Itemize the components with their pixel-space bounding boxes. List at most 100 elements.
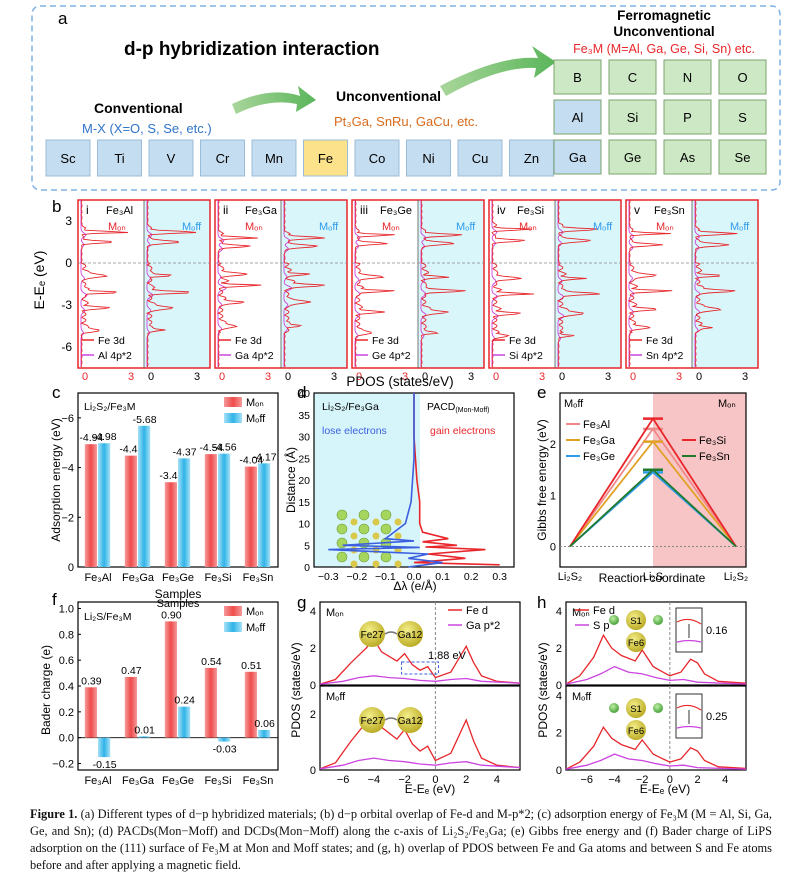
panel-f: f Li₂S/Fe₃M −0.2 0.0 0.2 0.4 0.6 0.8 1.0 0.39 -0… — [39, 590, 279, 787]
unconventional-heading: Unconventional — [336, 88, 441, 104]
panel-e-letter: e — [537, 383, 546, 402]
legend-label: Fe₃Si — [699, 435, 726, 447]
x-tick-3b: 3 — [194, 371, 200, 383]
roman-label: i — [86, 203, 89, 217]
x-tick-0b: 0 — [559, 371, 565, 383]
element-box-ni — [406, 139, 451, 177]
atom-sphere — [394, 560, 402, 568]
y-tick: 0 — [68, 562, 74, 574]
grid-label-al: Al — [572, 110, 584, 125]
legend-fe: Fe d — [466, 605, 488, 617]
bar-label: 0.24 — [174, 695, 195, 707]
roman-label: iii — [360, 203, 368, 217]
y-tick: 0 — [556, 680, 562, 692]
moff-region — [418, 200, 484, 368]
legend-fe: Fe 3d — [646, 335, 673, 347]
panel-d-gain: gain electrons — [430, 425, 495, 437]
category-label: Fe₃Si — [204, 572, 231, 584]
legend-p: Sn 4p*2 — [646, 350, 684, 362]
legend-swatch — [224, 622, 242, 632]
pdos-frame-top — [565, 601, 747, 686]
panel-g: g 0 2 4 Mₒₙ 0 2 Mₒff −6 −4 −2 0 2 4 Fe d Ga p*2 Fe27 Ga1… — [289, 593, 521, 796]
grid-box-b — [553, 59, 602, 95]
fe-3d-curve — [216, 199, 262, 368]
mon-label: Mₒₙ — [108, 221, 126, 233]
bar-label: -4.56 — [213, 442, 237, 454]
bar-label: 0.90 — [161, 609, 182, 621]
bar-label: -4.98 — [93, 431, 117, 443]
moff-label: Mₒff — [564, 398, 584, 410]
bar-label: -5.68 — [133, 414, 157, 426]
category-label: Fe₃Al — [84, 775, 111, 787]
mon-label: Mₒₙ — [572, 607, 590, 619]
category-label: Fe₃Sn — [243, 572, 274, 584]
fe-3d-curve — [420, 199, 466, 368]
panel-c-letter: c — [52, 383, 61, 402]
pdos-frame-bottom — [319, 685, 521, 771]
y-tick: 0.0 — [59, 733, 74, 745]
y-tick: −2 — [61, 512, 74, 524]
pdos-subpanel-i: i Fe₃Al Mₒₙ Mₒff Fe 3d Al 4p*2 0 3 0 3 — [77, 199, 211, 383]
mon-label: Mₒₙ — [382, 221, 400, 233]
x-tick: 0.2 — [464, 571, 479, 583]
roman-label: ii — [223, 203, 228, 217]
moff-label: Mₒff — [182, 221, 202, 233]
fe-3d-curve — [491, 199, 534, 368]
caption-text: (a) Different types of d−p hybridized ma… — [30, 807, 773, 872]
panel-b-letter: b — [52, 197, 61, 216]
element-label-co: Co — [369, 151, 386, 166]
y-tick: 2 — [556, 643, 562, 655]
bar-mon — [244, 671, 257, 738]
atom-sphere — [372, 518, 380, 526]
p-curve-top — [565, 665, 747, 685]
y-tick: 30 — [298, 432, 310, 444]
x-tick: 0.0 — [407, 571, 422, 583]
atom-sphere — [380, 551, 392, 563]
bar-mon — [164, 482, 177, 567]
x-tick-0b: 0 — [422, 371, 428, 383]
pdos-frame-bottom — [565, 685, 747, 771]
grid-box-n — [663, 59, 712, 95]
chart-g-xlabel: E-Eₑ (eV) — [405, 782, 455, 796]
fe-atom-top — [626, 632, 646, 652]
legend-fe: Fe 3d — [235, 335, 262, 347]
p-curve-bottom — [565, 753, 747, 770]
chart-h-ylabel: PDOS (states/eV) — [536, 642, 550, 737]
x-tick-0b: 0 — [696, 371, 702, 383]
category-label: Fe₃Ga — [122, 775, 155, 787]
atom-sphere — [380, 509, 392, 521]
y-tick: 0.4 — [59, 681, 74, 693]
panel-e: e 0 1 2 Li₂S₂ Li₂S Li₂S₂ Mₒff Mₒₙ Fe₃Al Fe₃Ga Fe₃G… — [535, 383, 748, 585]
bar-moff — [258, 463, 271, 567]
x-tick-3b: 3 — [331, 371, 337, 383]
atom-sphere — [358, 551, 370, 563]
p-orbital-curve — [628, 200, 635, 367]
panel-a-title: d-p hybridization interaction — [124, 39, 379, 60]
y-tick: −6 — [61, 413, 74, 425]
x-tick-0: 0 — [356, 371, 362, 383]
panel-h-letter: h — [537, 593, 546, 612]
li-atom-top — [653, 615, 663, 625]
bar-moff — [218, 453, 231, 567]
bond-bottom — [384, 717, 398, 721]
bond-top — [384, 631, 398, 635]
legend-p: S p — [593, 620, 610, 632]
chart-f: −0.2 0.0 0.2 0.4 0.6 0.8 1.0 0.39 -0.15 Fe₃Al 0.47… — [52, 603, 278, 787]
s-atom-label: S1 — [630, 616, 642, 627]
inset-value: 0.25 — [706, 711, 727, 723]
unconventional-detail: Pt₃Ga, SnRu, GaCu, etc. — [334, 114, 478, 129]
grid-box-o — [718, 59, 767, 95]
legend-label: Fe₃Sn — [699, 451, 730, 463]
fe-d-curve-top — [565, 633, 747, 685]
mon-label: Mₒₙ — [519, 221, 537, 233]
moff-region — [144, 200, 210, 368]
legend-label: Mₒff — [246, 413, 266, 425]
mon-label: Mₒₙ — [718, 398, 736, 410]
element-box-co — [354, 139, 400, 177]
grid-box-se — [718, 139, 767, 175]
x-tick: 0 — [667, 774, 673, 786]
panel-d-pacd-sub: (Mon-Moff) — [455, 407, 489, 414]
chart-g: 0 2 4 Mₒₙ 0 2 Mₒff −6 −4 −2 0 2 4 Fe d Ga p*2 Fe27 Ga12 F… — [310, 601, 521, 786]
roman-label: iv — [497, 203, 506, 217]
element-label-cu: Cu — [472, 151, 489, 166]
